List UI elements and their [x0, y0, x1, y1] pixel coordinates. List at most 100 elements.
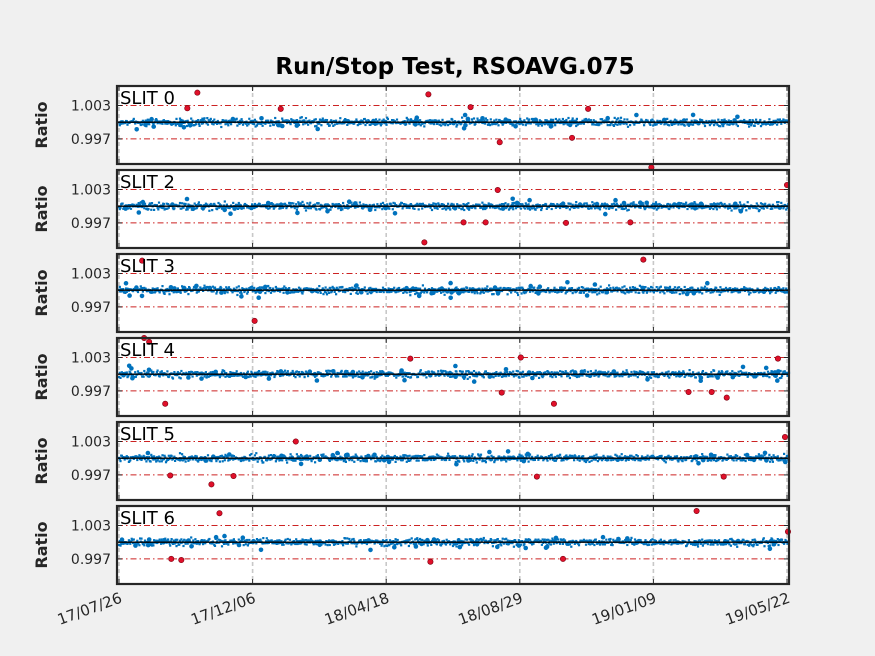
- data-point: [230, 374, 233, 377]
- data-point: [464, 455, 467, 458]
- data-point: [477, 454, 480, 457]
- data-point: [584, 120, 587, 123]
- data-point: [479, 119, 482, 122]
- data-point: [541, 376, 544, 379]
- data-point: [275, 372, 278, 375]
- data-point: [769, 287, 772, 290]
- data-point: [406, 455, 409, 458]
- data-point: [129, 207, 133, 210]
- data-point: [701, 370, 704, 373]
- data-point: [668, 207, 671, 211]
- data-point: [731, 287, 735, 291]
- data-point: [145, 207, 148, 211]
- data-point: [598, 374, 601, 377]
- data-point: [506, 458, 509, 461]
- data-point: [199, 204, 203, 207]
- data-point: [547, 455, 550, 458]
- data-point: [687, 288, 690, 291]
- data-point: [503, 117, 509, 122]
- data-point: [402, 375, 405, 378]
- data-point: [771, 207, 774, 210]
- data-point: [473, 292, 476, 295]
- data-point: [227, 459, 230, 462]
- data-point: [736, 287, 739, 290]
- data-point: [228, 211, 233, 216]
- data-point: [622, 370, 625, 373]
- data-point: [238, 122, 241, 126]
- data-point: [507, 203, 510, 206]
- data-point: [375, 371, 378, 374]
- data-point: [481, 287, 484, 290]
- data-point: [615, 454, 618, 457]
- data-point: [636, 455, 639, 458]
- data-point: [360, 375, 365, 380]
- data-point: [346, 199, 352, 204]
- data-point: [246, 371, 249, 375]
- data-point: [316, 287, 319, 290]
- data-point: [278, 288, 281, 291]
- data-point: [647, 458, 651, 461]
- data-point: [428, 204, 431, 207]
- data-point: [615, 118, 618, 121]
- data-point: [398, 373, 401, 377]
- data-point: [141, 119, 144, 122]
- data-point: [641, 371, 644, 374]
- data-point: [672, 206, 675, 209]
- data-point: [325, 369, 328, 372]
- data-point: [505, 460, 508, 463]
- data-point: [367, 287, 371, 290]
- data-point: [382, 291, 385, 294]
- data-point: [504, 456, 507, 459]
- data-point: [595, 453, 598, 456]
- data-point: [349, 374, 352, 377]
- data-point: [498, 203, 501, 206]
- data-point: [291, 369, 294, 373]
- data-point: [638, 284, 641, 287]
- outlier-point: [517, 354, 524, 361]
- data-point: [672, 120, 675, 123]
- data-point: [444, 458, 448, 462]
- data-point: [151, 124, 156, 129]
- data-point: [650, 371, 653, 374]
- data-point: [363, 206, 366, 209]
- data-point: [267, 454, 270, 457]
- data-point: [199, 376, 204, 381]
- data-point: [423, 287, 427, 290]
- data-point: [693, 201, 696, 204]
- data-point: [631, 202, 634, 205]
- data-point: [719, 125, 722, 128]
- data-point: [264, 203, 267, 207]
- data-point: [720, 202, 723, 206]
- data-point: [208, 372, 211, 375]
- data-point: [415, 459, 418, 462]
- data-point: [338, 286, 341, 289]
- data-point: [214, 288, 217, 291]
- data-point: [665, 206, 668, 209]
- data-point: [571, 117, 574, 120]
- data-point: [205, 122, 208, 125]
- data-point: [259, 116, 264, 121]
- data-point: [213, 369, 218, 375]
- data-point: [596, 293, 599, 296]
- data-point: [129, 366, 134, 371]
- data-point: [468, 120, 471, 123]
- outlier-point: [563, 219, 570, 226]
- data-point: [685, 204, 688, 207]
- data-point: [713, 369, 716, 372]
- data-point: [547, 206, 550, 209]
- data-point: [395, 122, 398, 125]
- data-point: [232, 206, 237, 211]
- data-point: [447, 287, 450, 290]
- data-point: [341, 285, 344, 289]
- data-point: [272, 207, 275, 210]
- data-point: [322, 293, 325, 296]
- data-point: [410, 119, 413, 122]
- data-point: [553, 459, 556, 462]
- data-point: [514, 374, 518, 377]
- data-point: [420, 203, 423, 206]
- data-point: [435, 119, 438, 122]
- data-point: [367, 207, 373, 212]
- data-point: [556, 203, 559, 206]
- data-point: [510, 371, 513, 374]
